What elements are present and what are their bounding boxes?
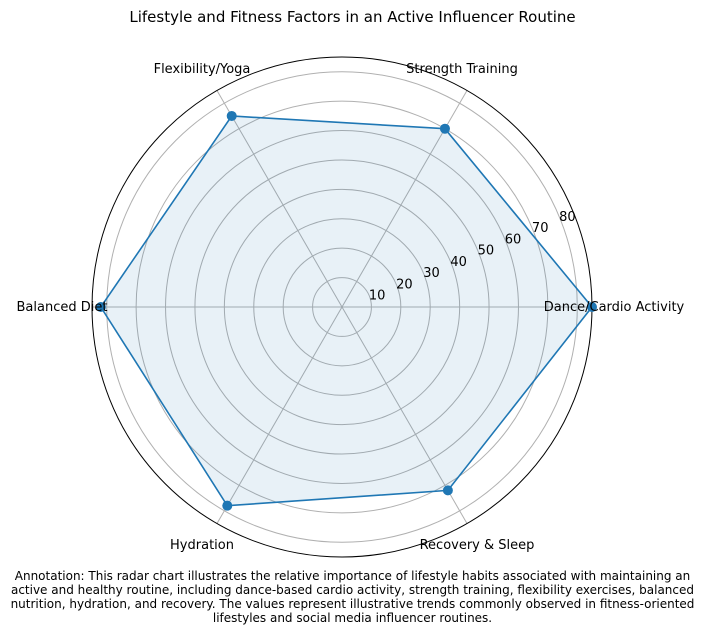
r-tick-label: 70: [532, 221, 549, 236]
category-label: Strength Training: [406, 62, 518, 77]
r-tick-label: 60: [505, 232, 522, 247]
data-point-5: [222, 500, 233, 511]
category-label: Balanced Diet: [17, 300, 108, 315]
category-label: Hydration: [170, 538, 234, 553]
r-tick-label: 40: [450, 255, 467, 270]
r-tick-label: 20: [396, 277, 413, 292]
series-fill: [100, 116, 593, 506]
data-point-6: [442, 485, 453, 496]
category-label: Flexibility/Yoga: [154, 62, 251, 77]
data-point-4: [95, 302, 106, 312]
spoke-line: [216, 90, 343, 308]
data-point-3: [226, 110, 237, 121]
r-tick-label: 80: [559, 210, 576, 225]
r-tick-label: 30: [423, 266, 440, 281]
data-point-1: [587, 302, 597, 312]
r-tick-label: 50: [478, 244, 495, 259]
r-tick-label: 10: [369, 289, 386, 304]
data-point-2: [439, 123, 450, 134]
label-layer: 10 20 30 40 50 60 70 80 Dance/Cardio Activity Str…: [17, 62, 685, 553]
chart-title: Lifestyle and Fitness Factors in an Acti…: [129, 8, 576, 26]
category-label: Dance/Cardio Activity: [544, 300, 685, 315]
grid-layer: [91, 56, 593, 558]
annotation-text: Annotation: This radar chart illustrates…: [10, 569, 695, 625]
category-label: Recovery & Sleep: [420, 538, 535, 553]
spoke-line: [216, 306, 343, 524]
data-layer: [95, 110, 597, 511]
